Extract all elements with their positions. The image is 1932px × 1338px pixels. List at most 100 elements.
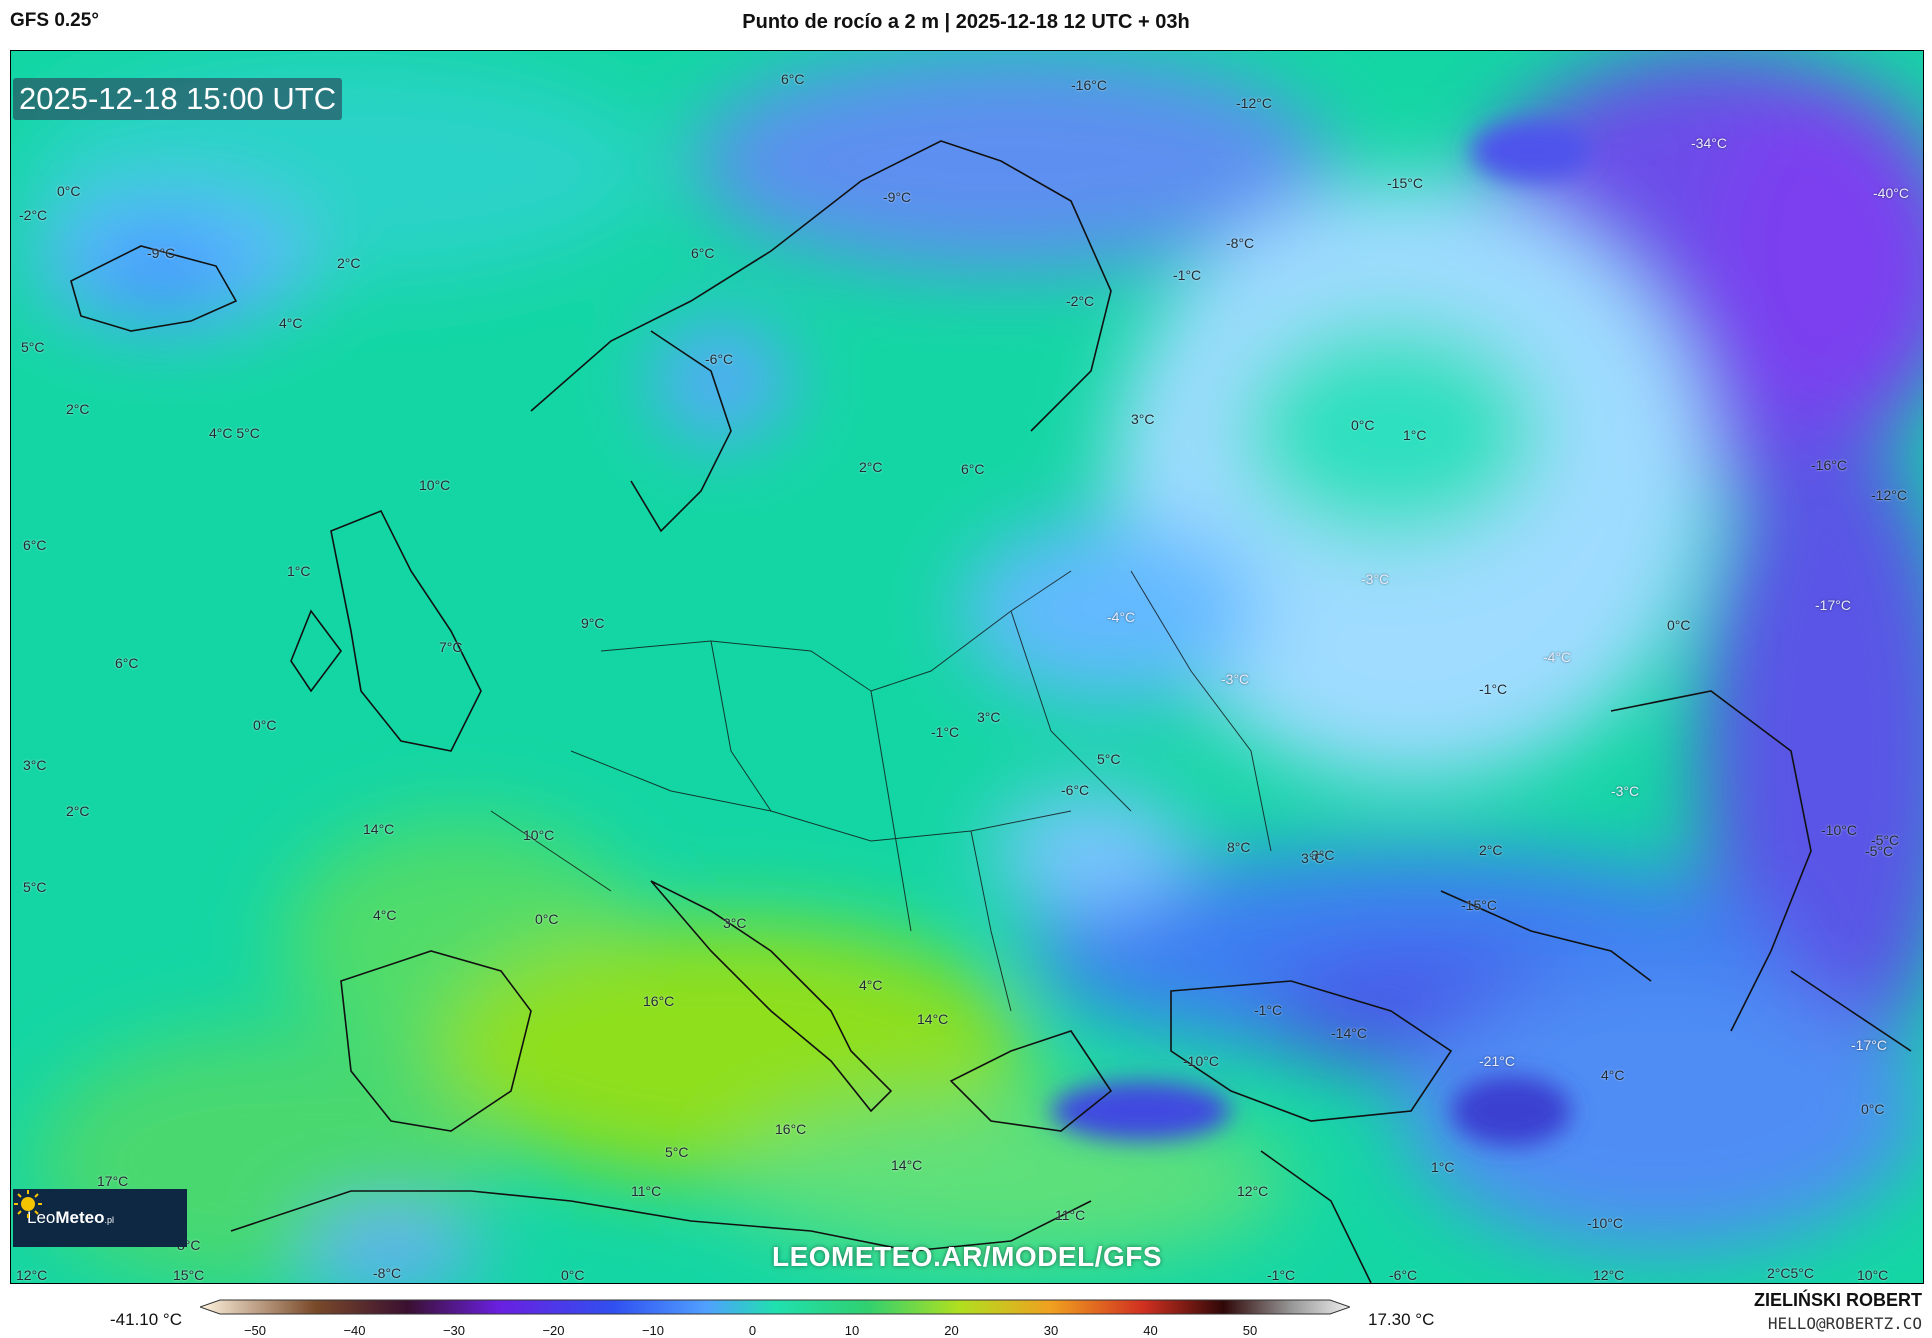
temperature-label: -10°C xyxy=(1183,1053,1219,1069)
temperature-label: 12°C xyxy=(16,1267,48,1283)
valid-time-badge: 2025-12-18 15:00 UTC xyxy=(13,78,343,120)
temperature-label: -34°C xyxy=(1691,135,1727,151)
temperature-label: 16°C xyxy=(775,1121,807,1137)
temperature-label: 12°C xyxy=(1593,1267,1625,1283)
temperature-label: -14°C xyxy=(1331,1025,1367,1041)
temperature-label: 2°C xyxy=(66,803,90,819)
temperature-label: 4°C xyxy=(859,977,883,993)
temperature-label: 3°C xyxy=(23,757,47,773)
legend-max-value: 17.30 °C xyxy=(1368,1310,1435,1329)
temperature-label: 4°C xyxy=(1601,1067,1625,1083)
temperature-label: 0°C xyxy=(253,717,277,733)
temperature-label: 16°C xyxy=(643,993,675,1009)
site-watermark[interactable]: LEOMETEO.AR/MODEL/GFS xyxy=(771,1241,1163,1272)
temperature-label: 15°C xyxy=(173,1267,205,1283)
color-scale-tick: 40 xyxy=(1143,1323,1158,1338)
temperature-label: 10°C xyxy=(419,477,451,493)
temperature-label: 11°C xyxy=(631,1183,662,1199)
temperature-label: 10°C xyxy=(1857,1267,1889,1283)
leometeo-logo[interactable]: LeoMeteo.pl xyxy=(13,1189,187,1247)
temperature-label: 0°C xyxy=(1351,417,1375,433)
temperature-label: 3°C xyxy=(723,915,747,931)
temperature-label: 3°C xyxy=(1131,411,1155,427)
temperature-label: 2°C xyxy=(337,255,361,271)
borders xyxy=(490,570,1272,1012)
temperature-label: 6°C xyxy=(961,461,985,477)
temperature-label: -5°C xyxy=(1865,843,1894,859)
temperature-label: 6°C xyxy=(23,537,47,553)
temperature-label: 4°C xyxy=(373,907,397,923)
temperature-label: -8°C xyxy=(1226,235,1255,251)
temperature-label: 1°C xyxy=(1403,427,1427,443)
temperature-label: 5°C xyxy=(665,1144,689,1160)
temperature-label: 6°C xyxy=(115,655,139,671)
color-scale-tick: 10 xyxy=(844,1323,860,1338)
temperature-label: 3°C xyxy=(977,709,1001,725)
temperature-label: 1°C xyxy=(287,563,311,579)
temperature-label: -4°C xyxy=(1107,609,1136,625)
temperature-label: 5°C xyxy=(21,339,45,355)
temperature-label: 2°C xyxy=(66,401,90,417)
temperature-label: 10°C xyxy=(523,827,555,843)
temperature-label: -1°C xyxy=(1479,681,1508,697)
temperature-label: 14°C xyxy=(917,1011,949,1027)
temperature-label: -17°C xyxy=(1815,597,1851,613)
temperature-label: -16°C xyxy=(1071,77,1107,93)
color-scale-bar xyxy=(200,1299,1350,1315)
temperature-label: -21°C xyxy=(1479,1053,1515,1069)
temperature-label: -10°C xyxy=(1821,822,1857,838)
temperature-label: 3°C xyxy=(1301,850,1325,866)
temperature-label: -16°C xyxy=(1811,457,1847,473)
temperature-label: -6°C xyxy=(1061,782,1090,798)
temperature-label: 14°C xyxy=(363,821,395,837)
color-scale-tick: −30 xyxy=(442,1323,466,1338)
temperature-label: 6°C xyxy=(691,245,715,261)
legend-min-value: -41.10 °C xyxy=(110,1310,183,1329)
color-scale-tick: −10 xyxy=(641,1323,665,1338)
temperature-label: 9°C xyxy=(581,615,605,631)
temperature-label: 1°C xyxy=(1431,1159,1455,1175)
temperature-label: 3°C xyxy=(1311,847,1335,863)
temperature-label: 4°C xyxy=(279,315,303,331)
color-scale-tick: −50 xyxy=(243,1323,267,1338)
map-field xyxy=(11,51,1923,1283)
temperature-label: 2°C5°C xyxy=(1767,1265,1814,1281)
temperature-label: -3°C xyxy=(1221,671,1250,687)
temperature-label: -3°C xyxy=(1611,783,1640,799)
dew-point-map[interactable]: 2025-12-18 15:00 UTC 6°C -16°C -12°C -34°C -… xyxy=(10,50,1924,1284)
author-email[interactable]: HELLO@ROBERTZ.CO xyxy=(1767,1314,1922,1333)
color-scale-tick: 20 xyxy=(944,1323,959,1338)
temperature-label: 11°C xyxy=(1055,1207,1086,1223)
temperature-label: 5°C xyxy=(23,879,47,895)
map-title: Punto de rocío a 2 m | 2025-12-18 12 UTC… xyxy=(742,11,1190,33)
temperature-label: -6°C xyxy=(705,351,734,367)
temperature-label: -1°C xyxy=(931,724,960,740)
temperature-label: -8°C xyxy=(373,1265,402,1281)
temperature-label: 0°C xyxy=(57,183,81,199)
temperature-label: 8°C xyxy=(1227,839,1251,855)
temperature-label: 0°C xyxy=(1861,1101,1885,1117)
author-name: ZIELIŃSKI ROBERT xyxy=(1753,1290,1922,1310)
temperature-label: 0°C xyxy=(1667,617,1691,633)
temperature-label: -12°C xyxy=(1236,95,1272,111)
temperature-label: 7°C xyxy=(439,639,463,655)
color-scale-tick: 0 xyxy=(748,1323,757,1338)
color-scale-tick: −20 xyxy=(542,1323,565,1338)
temperature-label: -2°C xyxy=(19,207,48,223)
temperature-label: 12°C xyxy=(1237,1183,1269,1199)
temperature-label: -15°C xyxy=(1387,175,1423,191)
temperature-label: -1°C xyxy=(1173,267,1202,283)
temperature-label: -3°C xyxy=(1361,571,1390,587)
temperature-label: -6°C xyxy=(1389,1267,1418,1283)
temperature-label: -40°C xyxy=(1873,185,1909,201)
temperature-label: -1°C xyxy=(1267,1267,1296,1283)
color-scale-tick: 50 xyxy=(1242,1323,1258,1338)
temperature-label: -9°C xyxy=(147,245,176,261)
temperature-label: -4°C xyxy=(1543,649,1572,665)
color-scale-tick: 30 xyxy=(1043,1323,1059,1338)
sun-icon xyxy=(14,1190,42,1218)
temperature-label: -15°C xyxy=(1461,897,1497,913)
temperature-label: -2°C xyxy=(1066,293,1095,309)
temperature-label: 2°C xyxy=(1479,842,1503,858)
temperature-label: -12°C xyxy=(1871,487,1907,503)
